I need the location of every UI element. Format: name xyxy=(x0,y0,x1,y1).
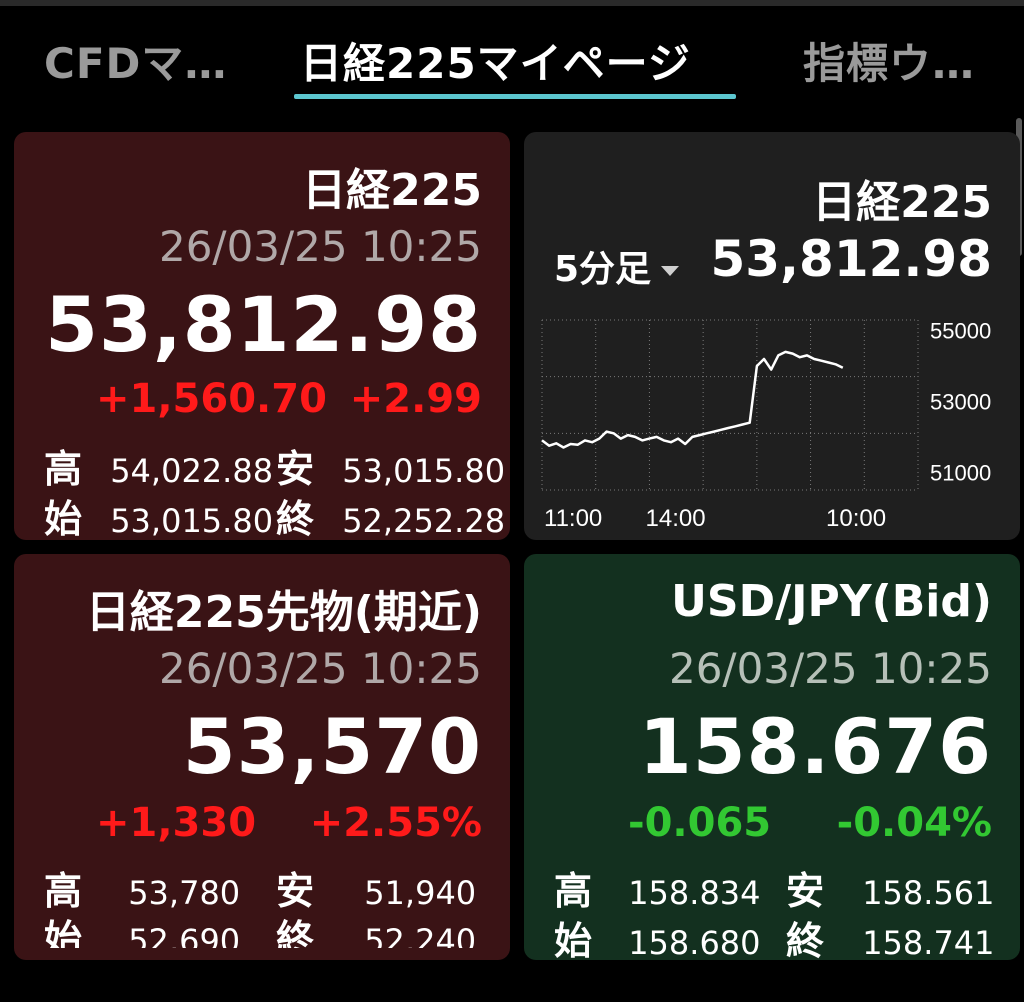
chart-card[interactable]: 日経225 5分足 53,812.98 55000 53000 51000 11:00… xyxy=(524,132,1020,540)
low-row: 安 53,015.80 xyxy=(276,438,505,493)
active-tab-indicator xyxy=(294,94,736,99)
card-datetime: 26/03/25 10:25 xyxy=(158,222,482,271)
chart-grid xyxy=(541,319,919,491)
card-change-pct: -0.04% xyxy=(836,800,992,840)
y-tick-label: 53000 xyxy=(930,389,991,414)
close-row: 終 158.741 xyxy=(786,910,995,960)
open-row: 始 52,690 xyxy=(44,908,240,948)
high-row: 高 158.834 xyxy=(554,860,761,915)
low-row: 安 51,940 xyxy=(276,860,476,915)
card-change-pct: +2.55% xyxy=(309,800,482,842)
high-label: 高 xyxy=(554,869,593,913)
y-tick-label: 55000 xyxy=(930,319,991,344)
price-line xyxy=(541,350,844,449)
open-label: 始 xyxy=(44,917,83,948)
high-label: 高 xyxy=(44,447,83,491)
top-divider xyxy=(0,0,1024,6)
open-row: 始 158.680 xyxy=(554,910,761,960)
dropdown-arrow-icon xyxy=(661,266,680,276)
card-price: 158.676 xyxy=(638,702,992,791)
close-label: 終 xyxy=(276,917,315,948)
close-value: 158.741 xyxy=(862,924,995,960)
card-datetime: 26/03/25 10:25 xyxy=(158,644,482,693)
card-change: -0.065 xyxy=(628,800,772,840)
high-row: 高 54,022.88 xyxy=(44,438,273,493)
chart-title: 日経225 xyxy=(812,177,992,228)
open-value: 158.680 xyxy=(628,924,761,960)
card-change: +1,560.70 xyxy=(96,376,327,422)
card-price: 53,570 xyxy=(182,702,482,791)
card-change-pct: +2.99 xyxy=(349,376,482,422)
low-label: 安 xyxy=(786,869,825,913)
card-title: 日経225 xyxy=(302,165,482,216)
period-label: 5分足 xyxy=(554,249,652,290)
card-price: 53,812.98 xyxy=(45,280,482,369)
chart-svg: 55000 53000 51000 11:00 14:00 10:00 xyxy=(541,319,991,532)
price-chart: 55000 53000 51000 11:00 14:00 10:00 xyxy=(524,302,1020,540)
card-change: +1,330 xyxy=(96,800,257,842)
low-value: 53,015.80 xyxy=(342,452,506,490)
tab-cfd[interactable]: CFDマ… xyxy=(44,39,228,88)
tab-bar: CFDマ… 日経225マイページ 指標ウ… xyxy=(0,20,1024,102)
low-label: 安 xyxy=(276,869,315,913)
close-row: 終 52,240 xyxy=(276,908,476,948)
close-label: 終 xyxy=(786,919,825,960)
tab-indicator[interactable]: 指標ウ… xyxy=(803,39,976,88)
low-value: 51,940 xyxy=(364,874,477,912)
chart-price: 53,812.98 xyxy=(710,230,992,288)
low-label: 安 xyxy=(276,447,315,491)
futures-card[interactable]: 日経225先物(期近) 26/03/25 10:25 53,570 +1,330… xyxy=(14,554,510,960)
card-title: USD/JPY(Bid) xyxy=(671,576,992,627)
nikkei-card[interactable]: 日経225 26/03/25 10:25 53,812.98 +1,560.70… xyxy=(14,132,510,540)
close-value: 52,240 xyxy=(364,922,477,948)
tab-nikkei-mypage[interactable]: 日経225マイページ xyxy=(300,39,691,88)
card-title: 日経225先物(期近) xyxy=(85,587,482,638)
period-dropdown[interactable]: 5分足 xyxy=(554,240,680,292)
close-label: 終 xyxy=(276,497,315,540)
close-row: 終 52,252.28 xyxy=(276,488,505,540)
high-row: 高 53,780 xyxy=(44,860,240,915)
open-row: 始 53,015.80 xyxy=(44,488,273,540)
card-datetime: 26/03/25 10:25 xyxy=(668,644,992,693)
open-label: 始 xyxy=(44,497,83,540)
close-value: 52,252.28 xyxy=(342,502,506,540)
high-value: 53,780 xyxy=(128,874,241,912)
x-tick-label: 10:00 xyxy=(826,505,886,532)
open-value: 53,015.80 xyxy=(110,502,274,540)
y-tick-label: 51000 xyxy=(930,460,991,485)
x-tick-label: 11:00 xyxy=(544,505,602,532)
open-value: 52,690 xyxy=(128,922,241,948)
usdjpy-card[interactable]: USD/JPY(Bid) 26/03/25 10:25 158.676 -0.0… xyxy=(524,554,1020,960)
x-tick-label: 14:00 xyxy=(646,505,706,532)
low-value: 158.561 xyxy=(862,874,995,912)
open-label: 始 xyxy=(554,919,593,960)
high-value: 158.834 xyxy=(628,874,761,912)
high-label: 高 xyxy=(44,869,83,913)
high-value: 54,022.88 xyxy=(110,452,274,490)
low-row: 安 158.561 xyxy=(786,860,995,915)
